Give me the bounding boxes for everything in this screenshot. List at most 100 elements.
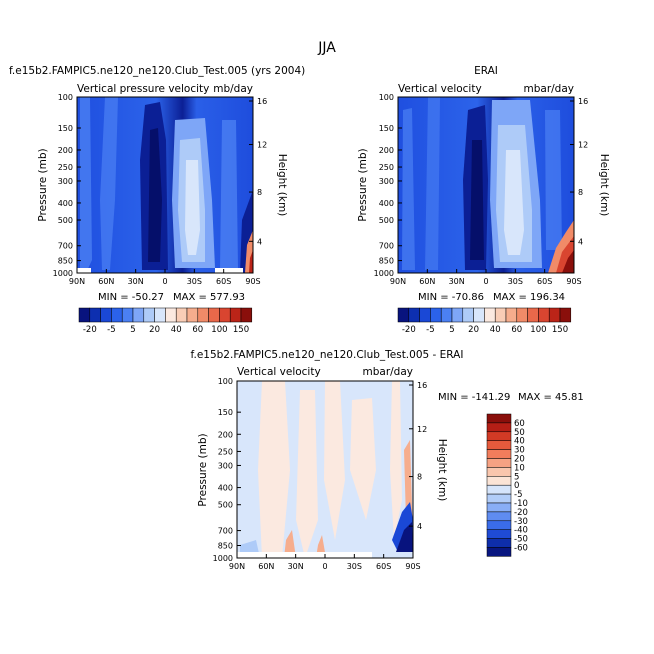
colorbar-label: 60 xyxy=(511,325,522,335)
colorbar-label: -60 xyxy=(514,544,528,554)
colorbar-label: -40 xyxy=(514,526,528,536)
y2-tick-label: 8 xyxy=(417,473,422,482)
max-label: MAX = 196.34 xyxy=(493,292,565,303)
y-tick-label: 400 xyxy=(379,199,394,208)
x-tick-label: 30N xyxy=(449,277,465,286)
min-label: MIN = -70.86 xyxy=(418,292,484,303)
x-tick-label: 90S xyxy=(245,277,260,286)
x-tick-label: 60N xyxy=(419,277,435,286)
colorbar-label: 20 xyxy=(149,325,160,335)
colorbar-swatch xyxy=(486,476,512,486)
colorbar-label: -20 xyxy=(83,325,97,335)
colorbar-swatch xyxy=(165,307,177,323)
y2-tick-label: 12 xyxy=(417,425,427,434)
colorbar-swatch xyxy=(486,413,512,424)
max-label: MAX = 577.93 xyxy=(173,292,245,303)
x-tick-label: 90N xyxy=(69,277,85,286)
y-tick-label: 250 xyxy=(58,163,73,172)
x-tick-label: 30N xyxy=(288,562,304,571)
y-tick-label: 850 xyxy=(218,542,233,551)
colorbar-label: 5 xyxy=(449,325,454,335)
y-tick-label: 500 xyxy=(379,216,394,225)
colorbar-swatch xyxy=(494,307,507,323)
min-label: MIN = -50.27 xyxy=(98,292,164,303)
y2-tick-label: 8 xyxy=(257,188,262,197)
y2-tick-label: 16 xyxy=(417,381,427,390)
y2-axis-label: Height (km) xyxy=(436,439,448,502)
colorbar-swatch xyxy=(462,307,474,323)
panel-model: f.e15b2.FAMPIC5.ne120_ne120.Club_Test.00… xyxy=(9,65,305,303)
y-tick-label: 150 xyxy=(58,124,73,133)
panel-subtitle-right: mb/day xyxy=(213,83,253,95)
panel-title: ERAI xyxy=(474,65,498,77)
y-axis-label: Pressure (mb) xyxy=(357,148,369,221)
figure-title: JJA xyxy=(317,40,336,56)
y-tick-label: 150 xyxy=(218,408,233,417)
y-tick-label: 250 xyxy=(218,447,233,456)
colorbar-swatch xyxy=(538,307,550,323)
axes-panel-1: 90N 60N 30N 0 30S 60S 90S 100 150 200 250 300 400 500… xyxy=(374,93,589,286)
colorbar-label: 10 xyxy=(514,463,525,473)
colorbar-label: -20 xyxy=(514,508,528,518)
colorbar-label: 0 xyxy=(514,481,519,491)
y2-axis-label: Height (km) xyxy=(598,154,610,217)
colorbar-swatch xyxy=(486,440,512,450)
x-tick-label: 30N xyxy=(128,277,144,286)
colorbar-label: 50 xyxy=(514,428,525,438)
colorbar-swatch xyxy=(208,307,220,323)
x-tick-label: 60N xyxy=(98,277,114,286)
panel-erai: ERAI Vertical velocity mbar/day Pressure… xyxy=(357,65,610,303)
colorbar-swatch xyxy=(451,307,464,323)
y-tick-label: 1000 xyxy=(374,269,394,278)
panel-title: f.e15b2.FAMPIC5.ne120_ne120.Club_Test.00… xyxy=(9,65,305,77)
colorbar-swatch xyxy=(484,307,496,323)
colorbar-swatch xyxy=(486,529,512,539)
y-tick-label: 200 xyxy=(58,146,73,155)
y-tick-label: 1000 xyxy=(213,554,233,563)
y-tick-label: 200 xyxy=(218,430,233,439)
colorbar-swatch xyxy=(240,307,253,323)
y-tick-label: 700 xyxy=(218,527,233,536)
y-tick-label: 100 xyxy=(58,93,73,102)
x-tick-label: 0 xyxy=(162,277,167,286)
colorbar-swatch xyxy=(486,511,512,522)
x-tick-label: 90N xyxy=(229,562,245,571)
panel-subtitle-left: Vertical pressure velocity xyxy=(77,83,209,95)
colorbar-swatch xyxy=(419,307,431,323)
colorbar-swatch xyxy=(229,307,242,323)
colorbar-0: -20 -5 5 20 40 60 100 150 xyxy=(78,307,253,335)
y-tick-label: 1000 xyxy=(53,269,73,278)
colorbar-label: 100 xyxy=(530,325,546,335)
colorbar-swatch xyxy=(516,307,528,323)
y-tick-label: 850 xyxy=(379,257,394,266)
colorbar-label: 100 xyxy=(211,325,227,335)
min-label: MIN = -141.29 xyxy=(438,392,510,403)
y2-tick-label: 12 xyxy=(578,141,588,150)
colorbar-swatch xyxy=(440,307,453,323)
y-tick-label: 200 xyxy=(379,146,394,155)
x-tick-label: 0 xyxy=(322,562,327,571)
colorbar-swatch xyxy=(397,307,410,323)
colorbar-label: 60 xyxy=(514,419,525,429)
y-tick-label: 500 xyxy=(58,216,73,225)
colorbar-swatch xyxy=(473,307,485,323)
y2-tick-label: 12 xyxy=(257,141,267,150)
colorbar-swatch xyxy=(89,307,101,323)
axes-panel-0: 90N 60N 30N 0 30S 60S 90S 100 150 200 250 300 400 500… xyxy=(53,93,268,286)
panel-subtitle-left: Vertical velocity xyxy=(398,83,482,95)
x-tick-label: 30S xyxy=(347,562,362,571)
colorbar-label: -30 xyxy=(514,517,528,527)
y-tick-label: 150 xyxy=(379,124,394,133)
colorbar-swatch xyxy=(219,307,231,323)
colorbar-label: -20 xyxy=(402,325,416,335)
colorbar-swatch xyxy=(154,307,166,323)
y2-tick-label: 16 xyxy=(578,97,588,106)
colorbar-swatch xyxy=(486,502,512,513)
y2-tick-label: 8 xyxy=(578,188,583,197)
x-tick-label: 60S xyxy=(537,277,552,286)
colorbar-1: -20 -5 5 20 40 60 100 150 xyxy=(397,307,572,335)
colorbar-swatch xyxy=(486,467,512,477)
colorbar-label: 40 xyxy=(514,437,525,447)
x-tick-label: 30S xyxy=(508,277,523,286)
